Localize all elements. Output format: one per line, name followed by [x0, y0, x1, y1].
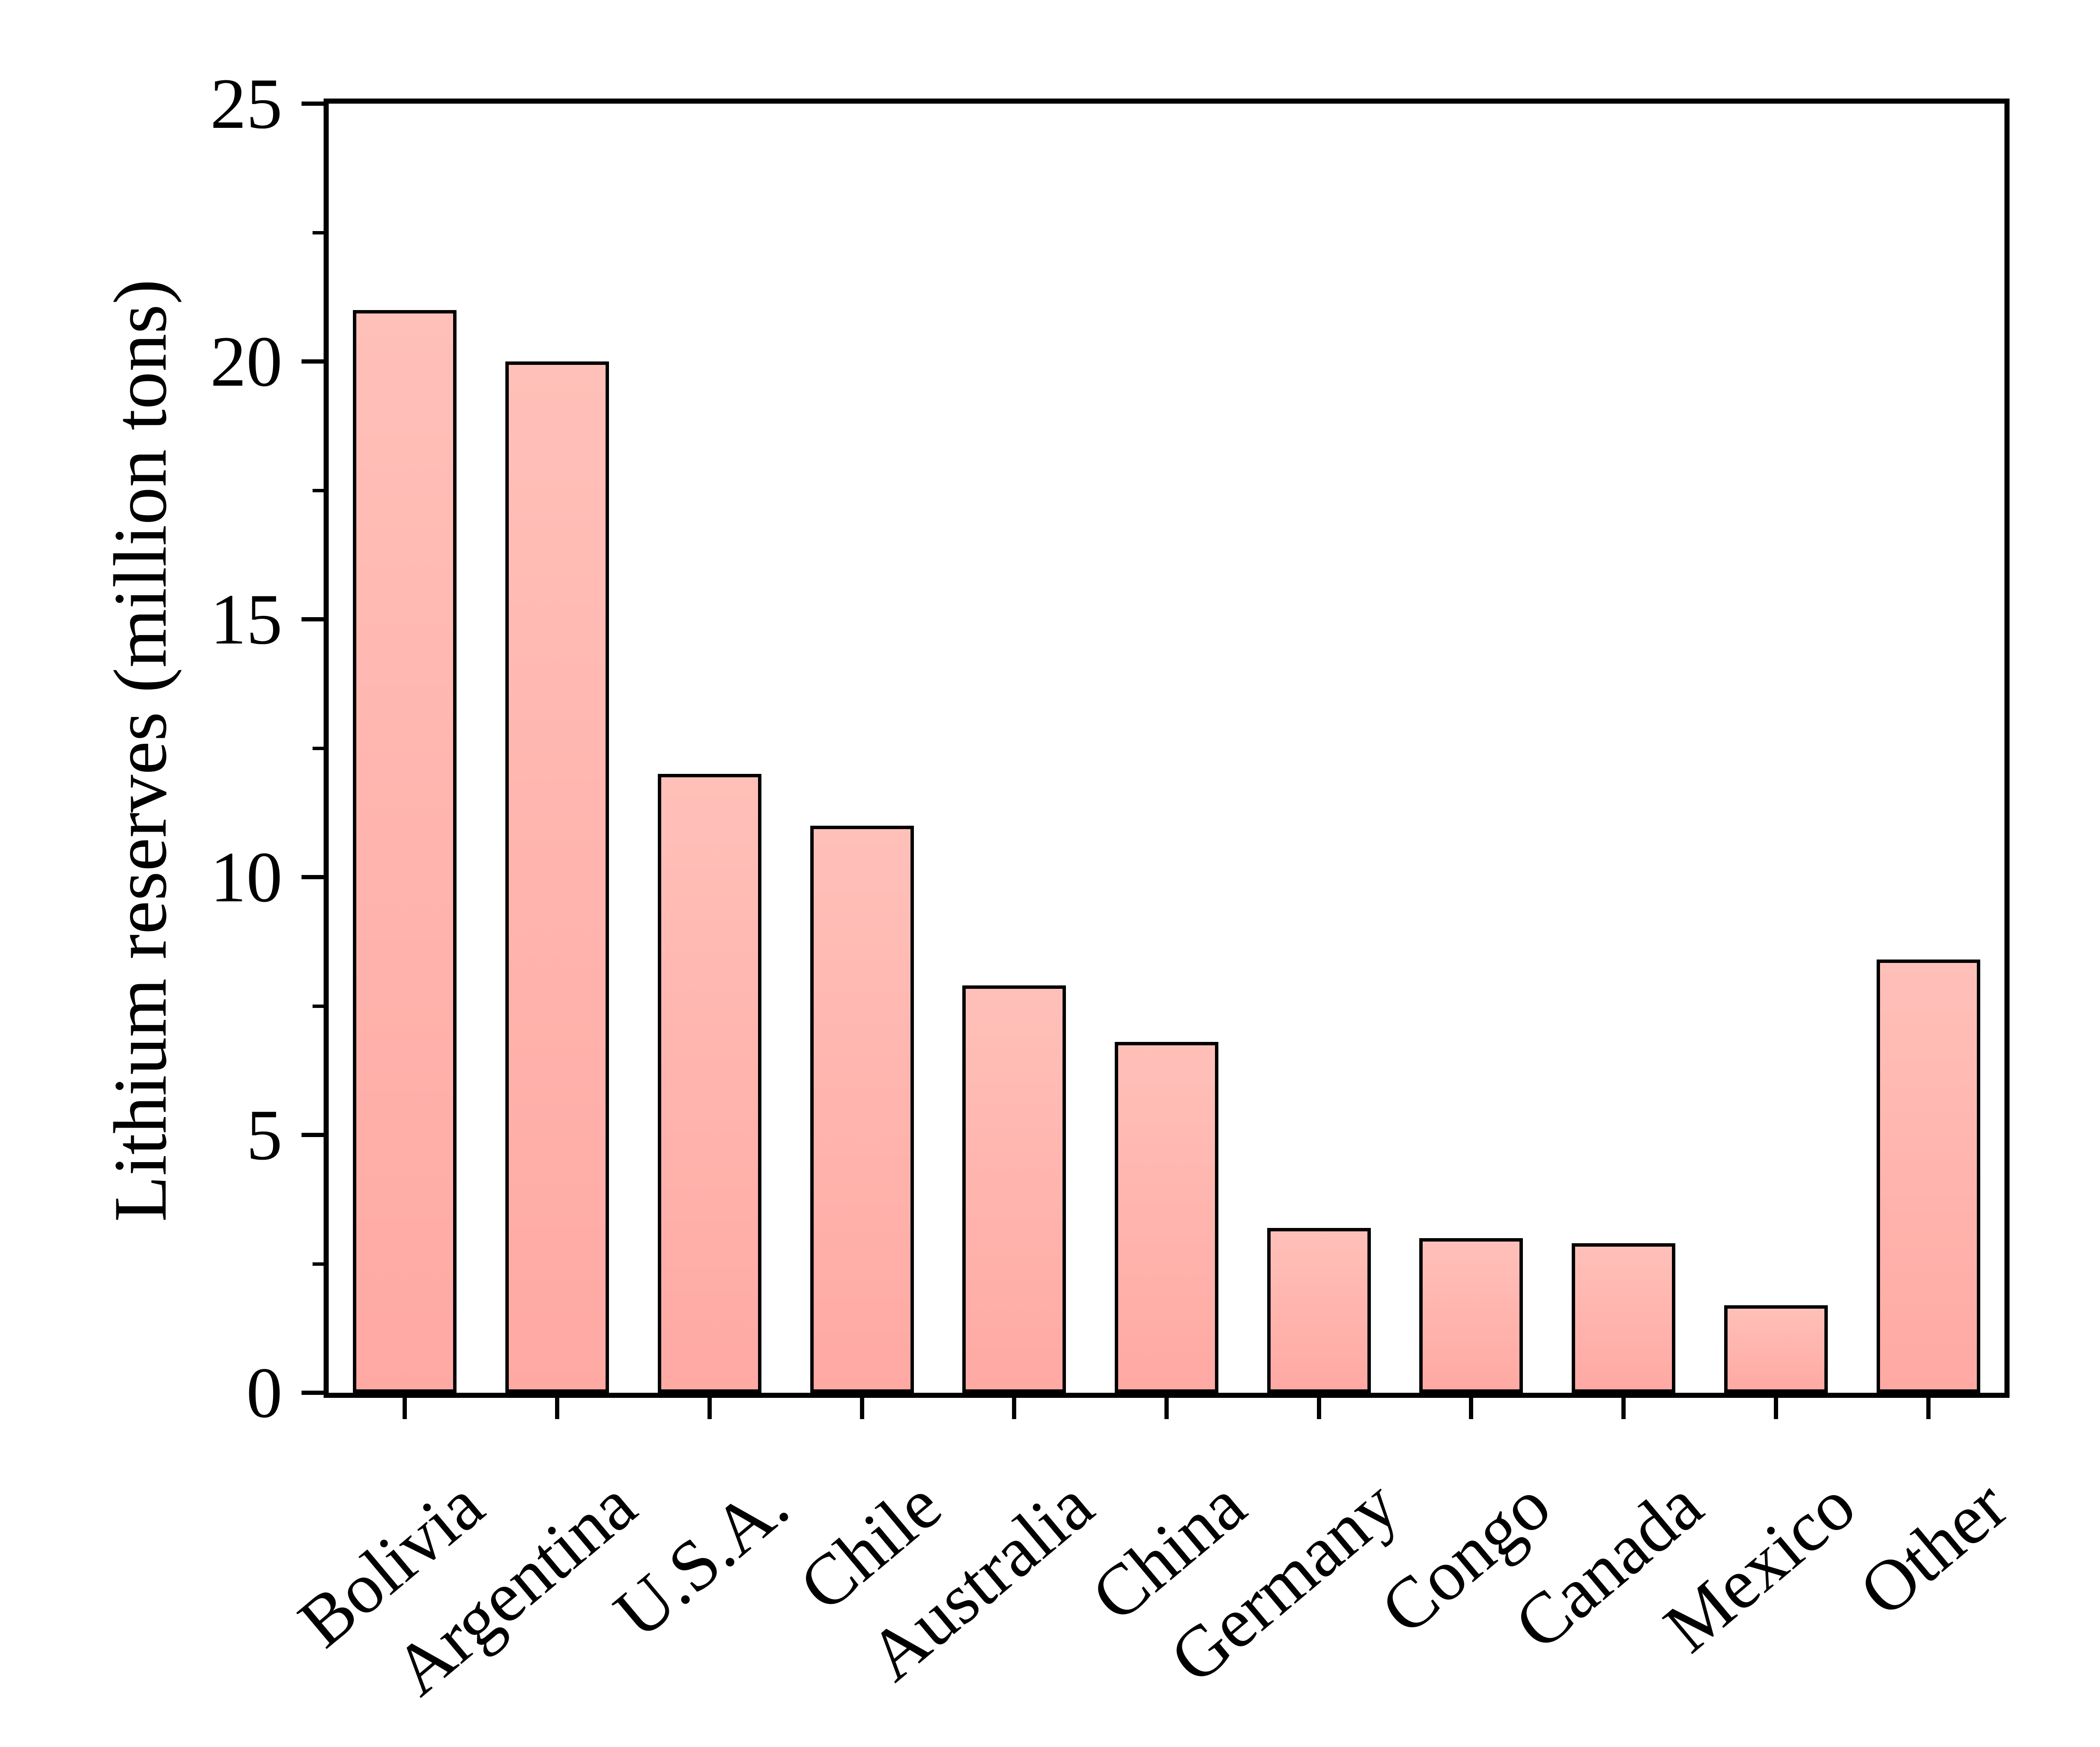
- x-tick-label-australia: Australia: [853, 1465, 1108, 1696]
- x-tick-chile: [860, 1398, 864, 1419]
- y-major-tick-10: [302, 875, 324, 879]
- bars-layer: [329, 104, 2004, 1393]
- bar-australia: [962, 985, 1066, 1393]
- bar-congo: [1419, 1238, 1523, 1393]
- x-tick-label-germany: Germany: [1155, 1465, 1413, 1699]
- x-tick-label-mexico: Mexico: [1649, 1465, 1870, 1668]
- y-tick-label-25: 25: [210, 64, 282, 144]
- bar-u-s-a: [658, 774, 761, 1393]
- x-tick-china: [1164, 1398, 1169, 1419]
- x-tick-label-china: China: [1077, 1465, 1260, 1637]
- x-tick-u-s-a: [708, 1398, 712, 1419]
- y-minor-tick-7-5: [313, 1005, 324, 1008]
- plot-area: [324, 99, 2010, 1398]
- bar-chile: [810, 826, 914, 1393]
- x-tick-other: [1926, 1398, 1931, 1419]
- x-tick-bolivia: [403, 1398, 407, 1419]
- y-minor-tick-12-5: [313, 747, 324, 750]
- bar-germany: [1267, 1228, 1371, 1393]
- y-major-tick-0: [302, 1391, 324, 1395]
- bar-canada: [1572, 1243, 1675, 1393]
- y-major-tick-25: [302, 102, 324, 106]
- x-tick-label-bolivia: Bolivia: [284, 1465, 499, 1662]
- x-tick-label-argentina: Argentina: [379, 1465, 651, 1711]
- bar-china: [1115, 1042, 1218, 1393]
- x-tick-australia: [1012, 1398, 1016, 1419]
- y-minor-tick-17-5: [313, 489, 324, 492]
- bar-mexico: [1724, 1305, 1828, 1393]
- x-tick-label-other: Other: [1844, 1465, 2022, 1631]
- y-tick-label-10: 10: [210, 837, 282, 917]
- x-tick-label-canada: Canada: [1500, 1465, 1717, 1665]
- x-tick-mexico: [1774, 1398, 1778, 1419]
- x-tick-label-u-s-a: U.S.A.: [600, 1465, 803, 1654]
- y-tick-label-15: 15: [210, 579, 282, 659]
- x-tick-argentina: [555, 1398, 559, 1419]
- bar-other: [1877, 960, 1980, 1393]
- bar-argentina: [505, 361, 609, 1393]
- x-tick-label-congo: Congo: [1365, 1465, 1565, 1650]
- y-tick-label-0: 0: [246, 1353, 282, 1433]
- y-tick-label-5: 5: [246, 1095, 282, 1175]
- x-tick-congo: [1469, 1398, 1473, 1419]
- y-major-tick-5: [302, 1133, 324, 1137]
- y-major-tick-15: [302, 617, 324, 621]
- x-tick-germany: [1317, 1398, 1321, 1419]
- x-tick-canada: [1621, 1398, 1626, 1419]
- bar-bolivia: [353, 310, 457, 1393]
- y-axis-title: Lithium reserves (million tons): [98, 279, 182, 1222]
- y-major-tick-20: [302, 359, 324, 364]
- y-tick-label-20: 20: [210, 322, 282, 401]
- y-minor-tick-22-5: [313, 231, 324, 234]
- y-minor-tick-2-5: [313, 1262, 324, 1266]
- x-tick-label-chile: Chile: [784, 1465, 956, 1626]
